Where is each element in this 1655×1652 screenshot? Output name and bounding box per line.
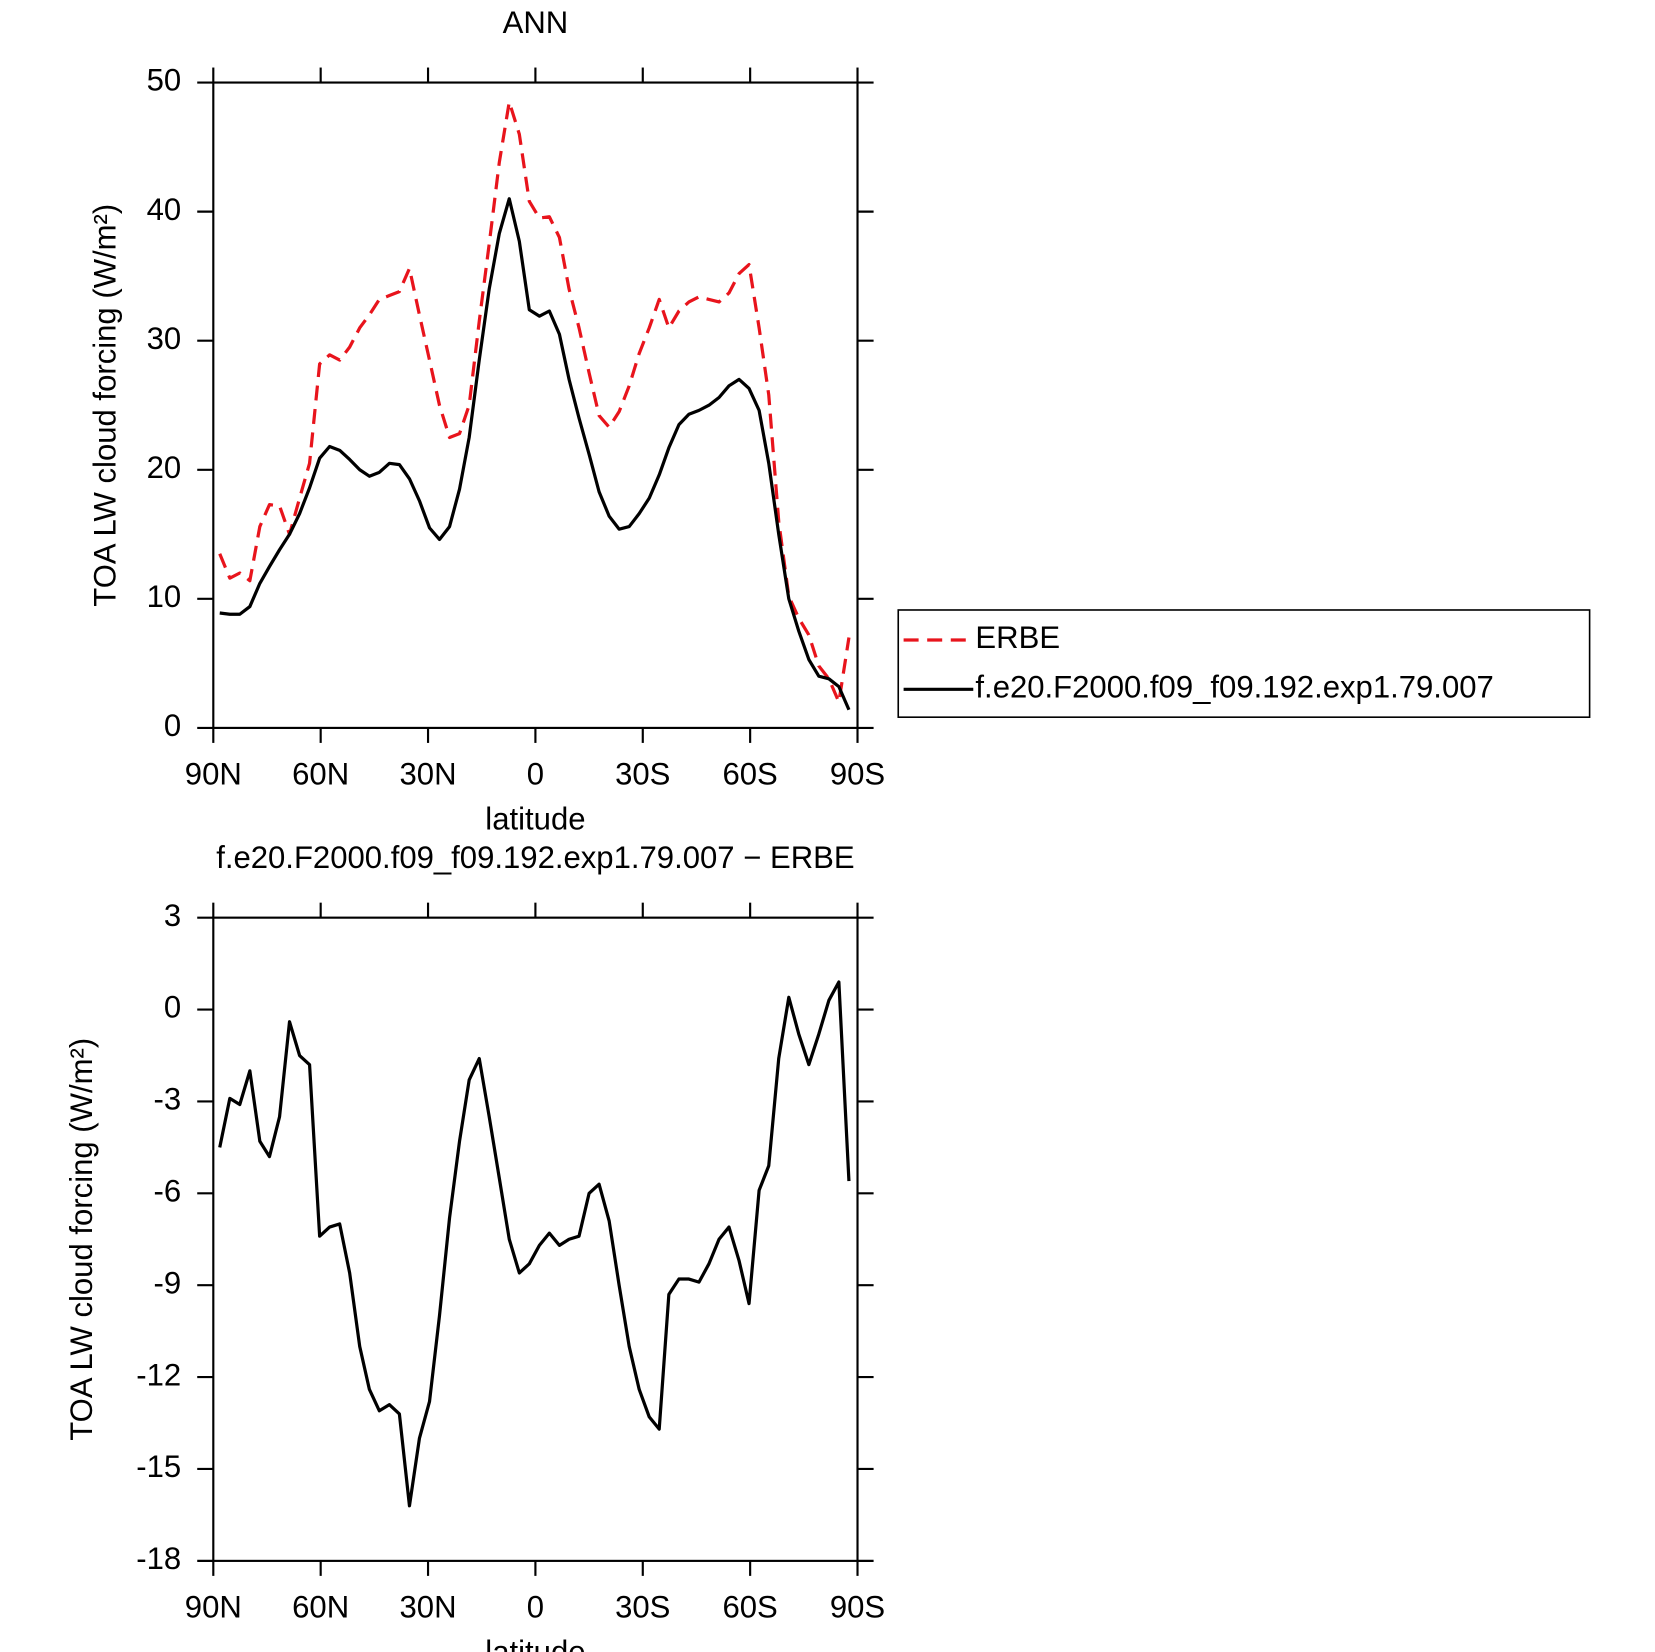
- y-tick-label: 3: [164, 898, 181, 933]
- x-tick-label: 30N: [400, 1589, 457, 1624]
- y-tick-label: 10: [147, 579, 182, 614]
- x-tick-label: 60S: [722, 756, 777, 791]
- data-line: [218, 980, 851, 1508]
- data-line: [219, 197, 851, 711]
- x-tick-label: 90S: [830, 756, 885, 791]
- x-tick-label: 60S: [722, 1589, 777, 1624]
- x-tick-label: 30S: [615, 756, 670, 791]
- x-tick-label: 90N: [185, 1589, 242, 1624]
- y-tick-label: 40: [147, 192, 182, 227]
- y-tick-label: 30: [147, 321, 182, 356]
- y-tick-label: 20: [147, 450, 182, 485]
- x-tick-label: 30S: [615, 1589, 670, 1624]
- legend-box: [897, 609, 1591, 718]
- y-axis-label: TOA LW cloud forcing (W/m²): [64, 1038, 99, 1441]
- data-line: [218, 100, 851, 704]
- y-tick-label: 0: [164, 990, 181, 1025]
- x-tick-label: 90S: [830, 1589, 885, 1624]
- x-axis-label: latitude: [485, 801, 585, 836]
- y-tick-label: -3: [154, 1082, 182, 1117]
- y-tick-label: -12: [136, 1357, 181, 1392]
- y-tick-label: -15: [136, 1449, 181, 1484]
- x-tick-label: 60N: [292, 1589, 349, 1624]
- x-tick-label: 0: [527, 1589, 544, 1624]
- x-tick-label: 0: [527, 756, 544, 791]
- y-tick-label: 50: [147, 63, 182, 98]
- chart-title: f.e20.F2000.f09_f09.192.exp1.79.007 − ER…: [216, 840, 854, 875]
- x-tick-label: 30N: [400, 756, 457, 791]
- legend-label: ERBE: [975, 620, 1060, 655]
- y-tick-label: -6: [154, 1174, 182, 1209]
- plot-frame: [212, 81, 859, 729]
- y-axis-label: TOA LW cloud forcing (W/m²): [87, 204, 122, 607]
- y-tick-label: -18: [136, 1541, 181, 1576]
- y-tick-label: -9: [154, 1265, 182, 1300]
- x-axis-label: latitude: [485, 1634, 585, 1652]
- x-tick-label: 60N: [292, 756, 349, 791]
- y-tick-label: 0: [164, 708, 181, 743]
- x-tick-label: 90N: [185, 756, 242, 791]
- legend-label: f.e20.F2000.f09_f09.192.exp1.79.007: [975, 670, 1493, 705]
- chart-title: ANN: [503, 5, 569, 40]
- plot-frame: [212, 916, 859, 1562]
